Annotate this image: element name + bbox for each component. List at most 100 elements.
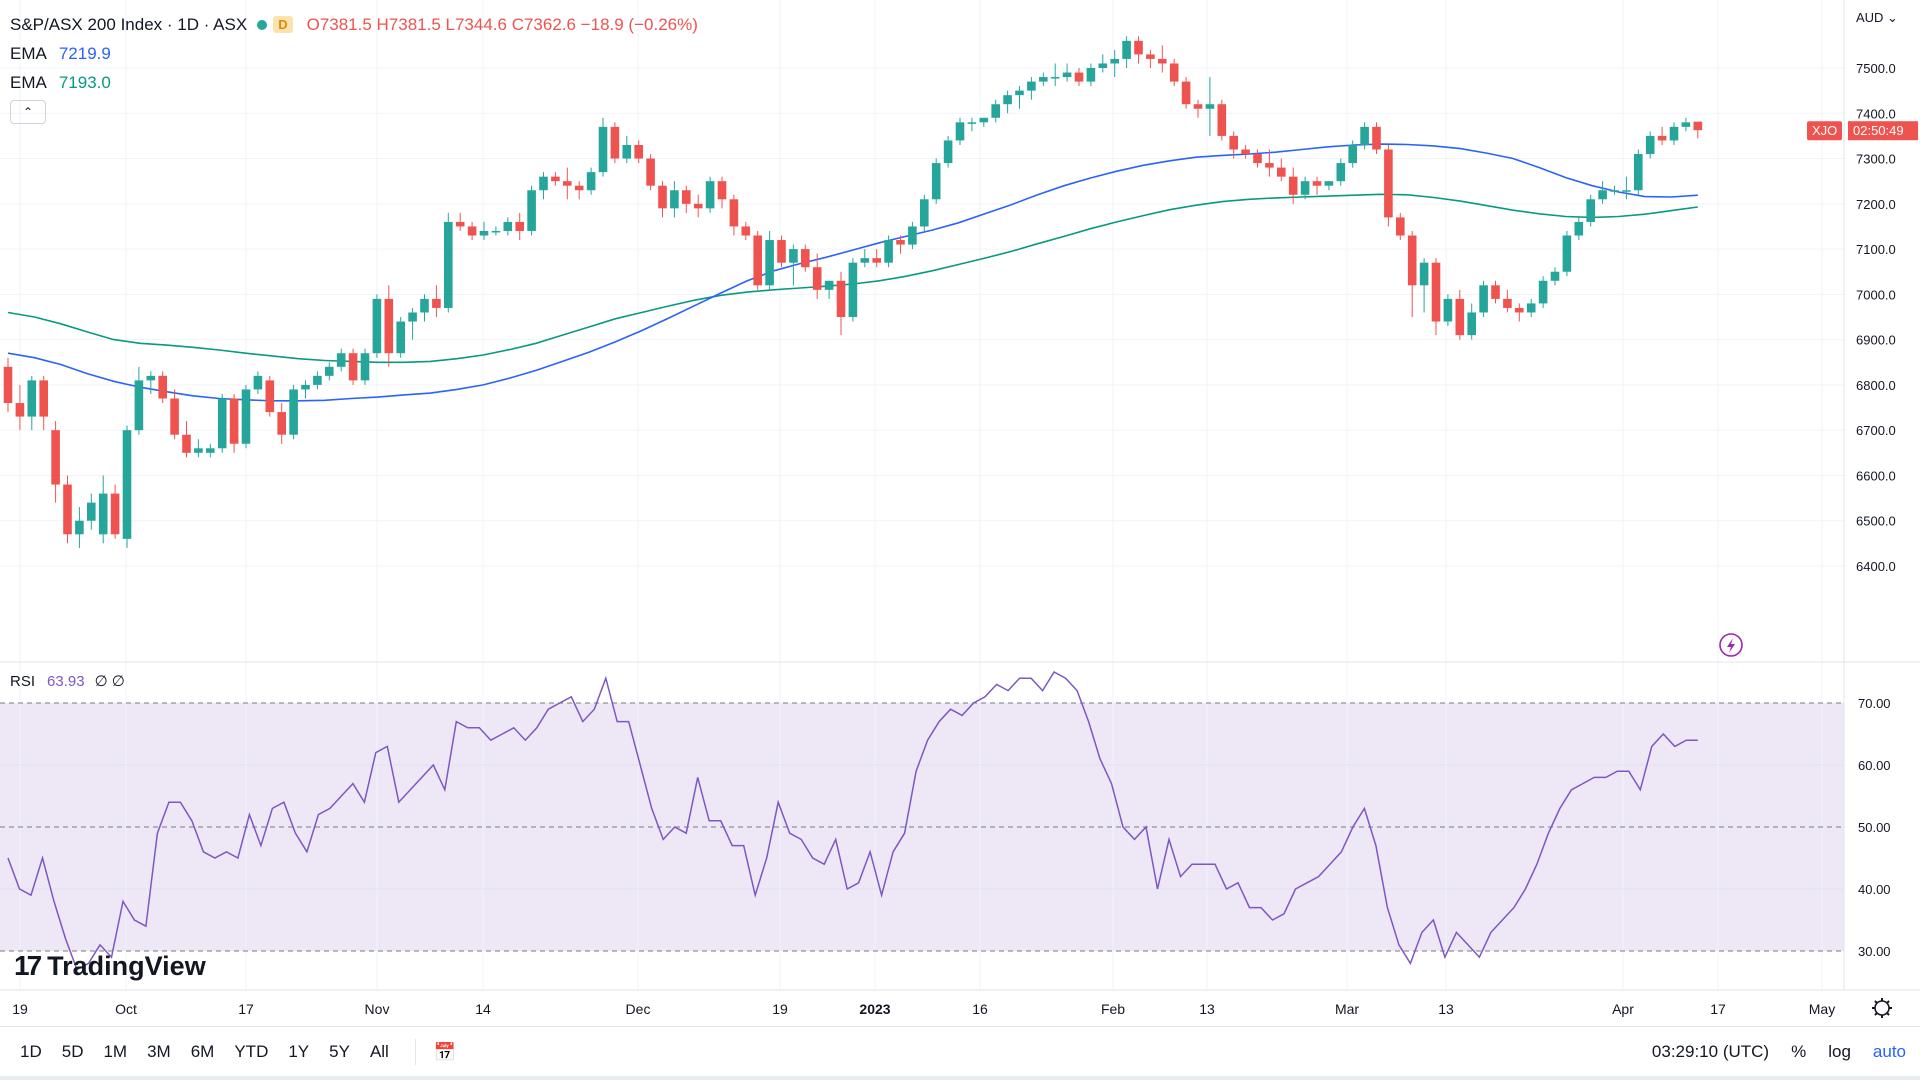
candle[interactable]	[824, 280, 834, 299]
candle[interactable]	[1110, 49, 1119, 78]
candle[interactable]	[348, 348, 358, 385]
candle[interactable]	[491, 226, 501, 236]
candle[interactable]	[563, 167, 572, 200]
calendar-icon[interactable]: 📅	[433, 1041, 457, 1062]
candle[interactable]	[122, 425, 132, 548]
candle[interactable]	[1443, 294, 1453, 327]
candle[interactable]	[98, 475, 108, 544]
candle[interactable]	[408, 307, 417, 340]
candle[interactable]	[372, 294, 382, 358]
candle[interactable]	[1419, 258, 1429, 313]
candle[interactable]	[325, 362, 334, 381]
candle[interactable]	[551, 172, 560, 186]
candle[interactable]	[777, 235, 786, 268]
candle[interactable]	[1634, 149, 1643, 195]
candle[interactable]	[634, 140, 643, 164]
candle[interactable]	[1467, 303, 1476, 340]
candle[interactable]	[896, 235, 905, 254]
candle[interactable]	[39, 375, 48, 431]
candle[interactable]	[527, 185, 536, 236]
candle[interactable]	[1610, 185, 1619, 195]
candle[interactable]	[1205, 77, 1215, 136]
candle[interactable]	[384, 285, 394, 367]
symbol-title[interactable]: S&P/ASX 200 Index · 1D · ASX	[10, 14, 248, 34]
candle[interactable]	[194, 439, 203, 458]
candle[interactable]	[1431, 258, 1441, 336]
candle[interactable]	[1574, 217, 1584, 241]
candle[interactable]	[1003, 90, 1012, 114]
candle[interactable]	[848, 258, 858, 322]
candle[interactable]	[75, 507, 84, 548]
candle[interactable]	[991, 99, 1000, 123]
candle[interactable]	[1122, 36, 1131, 68]
candle[interactable]	[1586, 194, 1595, 227]
candle[interactable]	[277, 403, 286, 444]
candle[interactable]	[741, 221, 751, 241]
candle[interactable]	[1098, 54, 1108, 73]
chart-canvas[interactable]: AUD ⌄ 7500.0 7400.0 7300.0 7200.0 7100.0 7000.…	[0, 0, 1920, 1026]
candle[interactable]	[241, 384, 251, 449]
timeframe-1y-button[interactable]: 1Y	[288, 1042, 310, 1061]
candle[interactable]	[1288, 167, 1298, 204]
timeframe-all-button[interactable]: All	[369, 1042, 389, 1061]
candle[interactable]	[1277, 158, 1286, 182]
timeframe-5y-button[interactable]: 5Y	[329, 1042, 350, 1061]
candle[interactable]	[1050, 63, 1060, 87]
candle[interactable]	[1526, 298, 1536, 317]
candle[interactable]	[884, 235, 893, 268]
candle[interactable]	[646, 154, 655, 191]
candle[interactable]	[1324, 181, 1334, 191]
candle[interactable]	[432, 285, 441, 317]
candle[interactable]	[51, 421, 60, 503]
candle[interactable]	[1360, 122, 1369, 150]
candle[interactable]	[27, 375, 37, 431]
candle[interactable]	[336, 348, 346, 372]
candle[interactable]	[63, 475, 72, 544]
candle[interactable]	[1503, 289, 1512, 313]
candle[interactable]	[229, 393, 239, 453]
candle[interactable]	[146, 371, 156, 394]
candle[interactable]	[955, 117, 965, 145]
candle[interactable]	[1550, 267, 1560, 286]
candle[interactable]	[622, 135, 632, 164]
clock-display[interactable]: 03:29:10 (UTC)	[1651, 1042, 1770, 1061]
timeframe-1d-button[interactable]: 1D	[20, 1042, 42, 1061]
candle[interactable]	[1598, 181, 1607, 204]
candle[interactable]	[943, 135, 953, 168]
candle[interactable]	[693, 194, 703, 218]
candle[interactable]	[836, 271, 846, 336]
candle[interactable]	[1693, 121, 1703, 139]
candle[interactable]	[87, 493, 96, 530]
candle[interactable]	[170, 389, 179, 440]
candle[interactable]	[158, 371, 167, 404]
candle[interactable]	[729, 194, 739, 236]
candle[interactable]	[801, 244, 810, 272]
candle[interactable]	[182, 421, 191, 458]
candle[interactable]	[598, 117, 608, 177]
timeframe-5d-button[interactable]: 5D	[61, 1042, 84, 1061]
candle[interactable]	[1217, 99, 1227, 141]
candle[interactable]	[1265, 149, 1274, 177]
candle[interactable]	[289, 384, 298, 440]
candle[interactable]	[1193, 99, 1203, 118]
candle[interactable]	[479, 221, 489, 241]
legend-ema-fast-row[interactable]: EMA 7219.9	[10, 39, 698, 68]
legend-collapse-button[interactable]: ⌃	[10, 99, 46, 124]
candle[interactable]	[574, 181, 584, 200]
candle[interactable]	[444, 212, 453, 313]
timeframe-3m-button[interactable]: 3M	[147, 1042, 171, 1061]
candle[interactable]	[206, 443, 215, 458]
candle[interactable]	[110, 484, 120, 539]
candle[interactable]	[1086, 63, 1096, 87]
settings-gear-icon[interactable]	[1874, 1000, 1890, 1016]
timeframe-6m-button[interactable]: 6M	[190, 1042, 215, 1061]
timeframe-ytd-button[interactable]: YTD	[234, 1042, 269, 1061]
timeframe-1m-button[interactable]: 1M	[103, 1042, 128, 1061]
candle[interactable]	[313, 371, 322, 390]
tradingview-logo[interactable]: 17 TradingView	[14, 950, 206, 982]
candle[interactable]	[1015, 86, 1024, 109]
candle[interactable]	[1645, 131, 1655, 159]
candle[interactable]	[682, 185, 691, 213]
currency-label[interactable]: AUD ⌄	[1856, 10, 1898, 25]
